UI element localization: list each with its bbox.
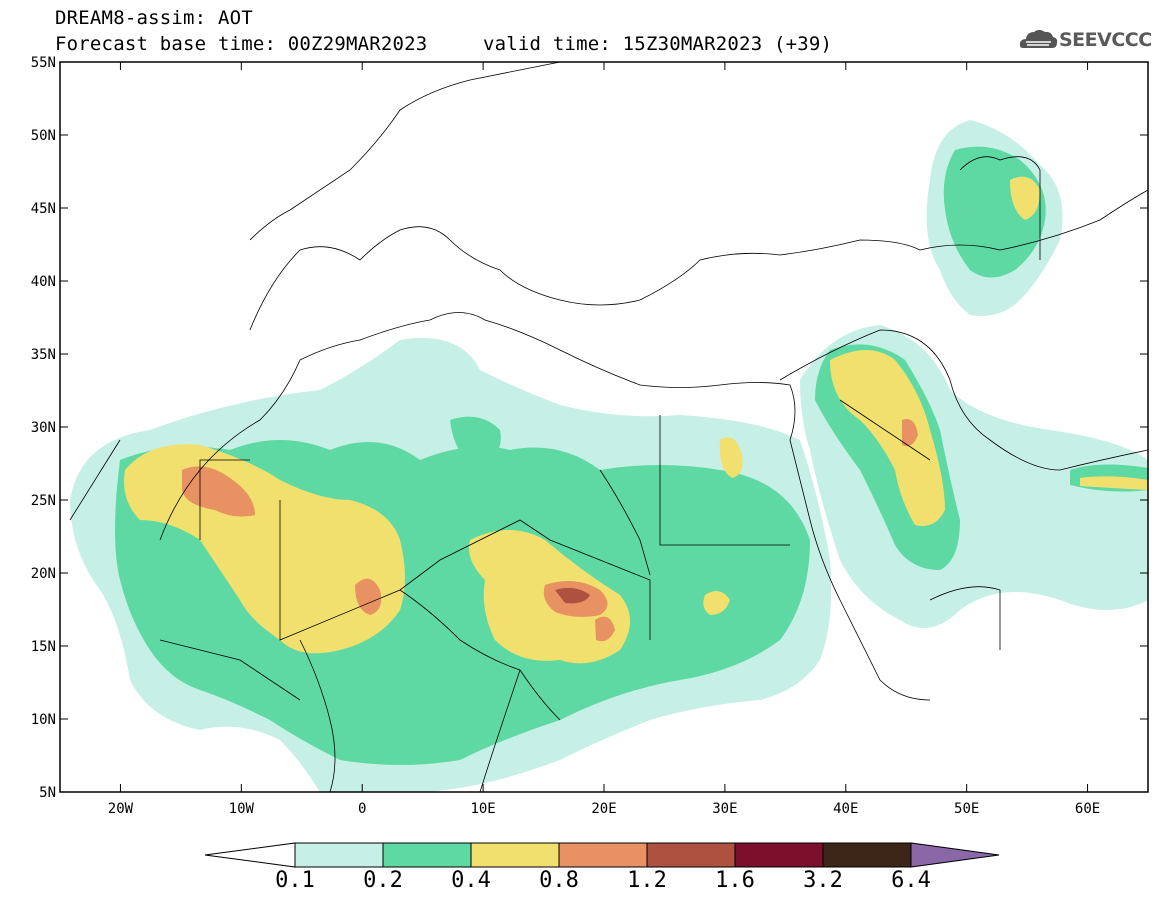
lat-tick-label: 20N [31,566,56,582]
lon-tick-label: 20E [591,801,616,817]
lat-tick-label: 55N [31,55,56,71]
colorbar-label: 3.2 [803,868,843,893]
colorbar-label: 6.4 [891,868,931,893]
cloud-logo-icon [1019,30,1058,48]
lat-tick-label: 25N [31,493,56,509]
axis-ticks: 55N 50N 45N 40N 35N 30N 25N 20N 15N 10N 5N 20W 10W 0 1… [31,55,1148,817]
lon-tick-label: 40E [833,801,858,817]
lat-tick-label: 30N [31,420,56,436]
colorbar-bin [470,842,560,868]
colorbar-label: 0.1 [275,868,315,893]
lat-tick-label: 50N [31,128,56,144]
lon-tick-label: 50E [954,801,979,817]
lon-tick-label: 20W [108,801,134,817]
colorbar-bin [382,842,472,868]
colorbar-bin [558,842,648,868]
colorbar-label: 1.2 [627,868,667,893]
colorbar [204,842,1000,868]
lon-tick-label: 10E [470,801,495,817]
colorbar-label: 0.4 [451,868,491,893]
colorbar-bin [734,842,824,868]
lat-tick-label: 10N [31,712,56,728]
valid-time: valid time: 15Z30MAR2023 (+39) [483,33,833,55]
lat-tick-label: 35N [31,347,56,363]
lon-tick-label: 10W [229,801,255,817]
country-borders [69,62,1148,792]
forecast-base-time: Forecast base time: 00Z29MAR2023 [55,33,428,55]
colorbar-bin [822,842,912,868]
lon-tick-label: 0 [358,801,366,817]
colorbar-under-triangle [204,842,296,868]
product-title: DREAM8-assim: AOT [55,7,253,29]
colorbar-over-triangle [910,842,1000,868]
logo-text: SEEVCCC [1059,29,1152,51]
lon-tick-label: 60E [1075,801,1100,817]
lat-tick-label: 15N [31,639,56,655]
lon-tick-label: 30E [712,801,737,817]
lat-tick-label: 40N [31,274,56,290]
aot-contours [70,120,1148,792]
colorbar-bin [646,842,736,868]
colorbar-label: 0.8 [539,868,579,893]
colorbar-label: 1.6 [715,868,755,893]
colorbar-bin [294,842,384,868]
lat-tick-label: 45N [31,201,56,217]
lat-tick-label: 5N [39,785,56,801]
colorbar-label: 0.2 [363,868,403,893]
